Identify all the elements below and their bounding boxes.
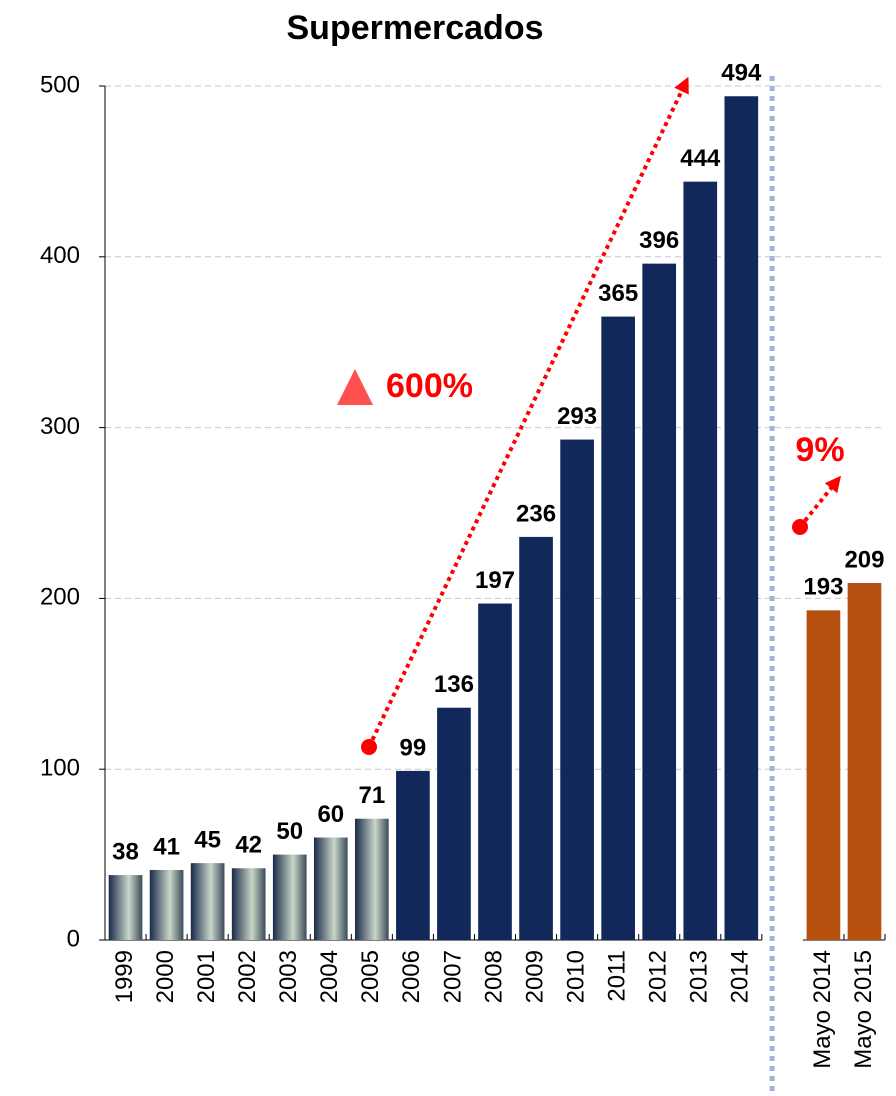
growth-annotation: 9% (795, 431, 844, 469)
bar (560, 439, 594, 940)
value-label: 193 (803, 574, 843, 601)
y-tick-label: 0 (67, 925, 80, 952)
bar (355, 818, 389, 940)
x-tick-label: 2002 (234, 950, 261, 1003)
chart-title: Supermercados (287, 9, 544, 47)
x-tick-label: 2010 (562, 950, 589, 1003)
x-tick-label: 2001 (193, 950, 220, 1003)
x-tick-label: 2009 (521, 950, 548, 1003)
value-label: 41 (153, 833, 180, 860)
y-tick-label: 500 (40, 71, 80, 98)
bar (724, 96, 759, 941)
value-label: 365 (598, 280, 638, 307)
value-label: 396 (639, 227, 679, 254)
bar (313, 837, 348, 940)
x-tick-label: 2005 (357, 950, 384, 1003)
x-tick-label: 2003 (275, 950, 302, 1003)
trend-arrow (798, 475, 841, 529)
bar (478, 603, 512, 940)
x-tick-label: 2008 (480, 950, 507, 1003)
x-tick-label: Mayo 2014 (809, 950, 836, 1069)
y-tick-label: 100 (40, 755, 80, 782)
trend-start (792, 519, 808, 535)
bar (231, 868, 266, 940)
x-tick-label: 2012 (645, 950, 672, 1003)
bar (847, 583, 882, 940)
value-label: 236 (516, 500, 556, 527)
bar (519, 536, 553, 940)
value-label: 38 (112, 838, 139, 865)
value-label: 136 (434, 671, 474, 698)
trend-start (361, 739, 377, 755)
y-tick-label: 400 (40, 242, 80, 269)
x-tick-label: 2014 (727, 950, 754, 1003)
value-label: 197 (475, 567, 515, 594)
bar (683, 181, 718, 940)
x-tick-label: 2007 (439, 950, 466, 1003)
value-label: 209 (844, 546, 884, 573)
x-tick-label: 2004 (316, 950, 343, 1003)
x-tick-label: 2000 (152, 950, 179, 1003)
value-label: 444 (680, 145, 721, 172)
value-label: 50 (276, 818, 303, 845)
bar (149, 869, 184, 940)
trend-arrow (367, 76, 689, 748)
value-label: 42 (235, 832, 262, 859)
x-tick-label: Mayo 2015 (850, 950, 877, 1069)
x-tick-label: 2013 (686, 950, 713, 1003)
bar (437, 707, 471, 940)
bar (601, 316, 635, 941)
value-label: 60 (317, 801, 344, 828)
x-tick-label: 2011 (604, 950, 631, 1002)
x-tick-label: 2006 (398, 950, 425, 1003)
y-tick-label: 200 (40, 584, 80, 611)
bar (272, 854, 307, 940)
up-triangle (337, 369, 373, 405)
value-label: 99 (400, 734, 427, 761)
bar (190, 863, 225, 940)
y-tick-label: 300 (40, 413, 80, 440)
value-label: 71 (358, 782, 385, 809)
bar (396, 770, 430, 940)
x-tick-label: 1999 (111, 950, 138, 1003)
value-label: 293 (557, 403, 597, 430)
bar (108, 875, 143, 940)
growth-annotation: 600% (386, 367, 473, 405)
plot: 0 100 200 300 400 500 1999 38 2000 41 2001 45 2002 42… (40, 60, 886, 1096)
value-label: 45 (194, 826, 221, 853)
value-label: 494 (721, 60, 762, 87)
bar (806, 610, 841, 940)
bar (642, 263, 677, 941)
